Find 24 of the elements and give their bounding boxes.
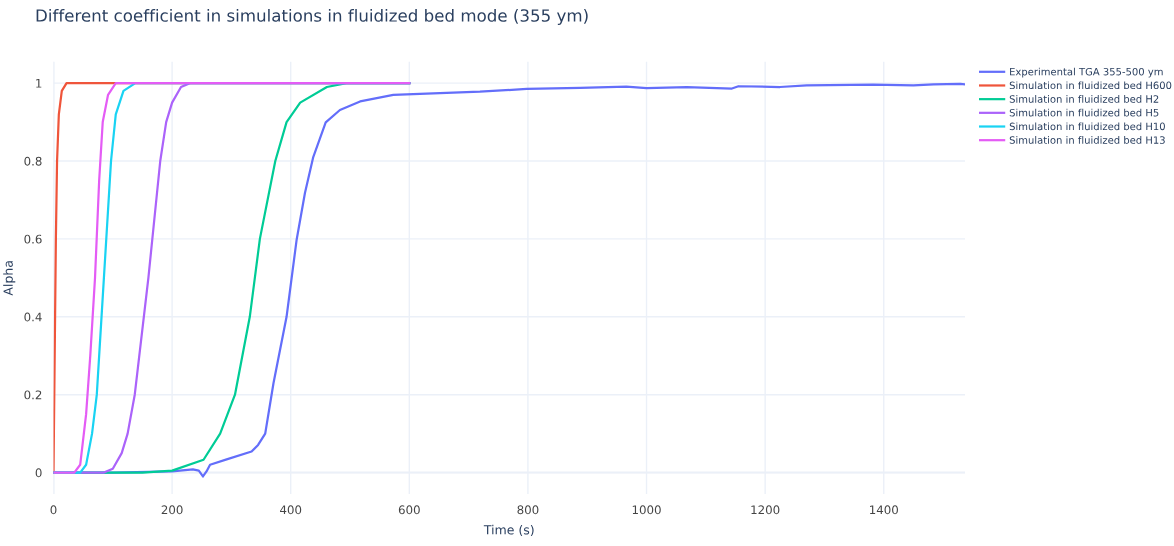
line-series [53, 82, 411, 474]
y-tick-label: 0.2 [24, 390, 42, 400]
legend-label: Simulation in fluidized bed H5 [1009, 108, 1159, 117]
legend-label: Simulation in fluidized bed H13 [1009, 136, 1165, 144]
y-tick-label: 0.8 [24, 156, 42, 166]
x-tick-label: 0 [50, 505, 57, 515]
y-tick-label: 1 [36, 79, 42, 88]
x-axis-title: Time (s) [483, 524, 534, 537]
y-tick-label: 0 [35, 468, 42, 478]
legend-label: Simulation in fluidized bed H600 [1009, 81, 1172, 90]
y-tick-label: 0.4 [24, 312, 42, 322]
x-tick-label: 1000 [632, 505, 661, 515]
x-tick-label: 400 [280, 505, 302, 515]
x-tick-label: 600 [398, 505, 420, 515]
x-tick-label: 1200 [751, 505, 780, 515]
y-axis-title: Alpha [3, 261, 16, 296]
y-tick-label: 0.6 [24, 234, 42, 244]
x-tick-label: 1400 [870, 505, 898, 515]
legend-label: Simulation in fluidized bed H2 [1009, 95, 1159, 103]
x-tick-label: 800 [517, 505, 539, 515]
chart-title: Different coefficient in simulations in fluidized bed mode (355 ym) [36, 8, 588, 26]
legend-label: Simulation in fluidized bed H10 [1009, 122, 1165, 131]
x-tick-label: 200 [161, 505, 183, 515]
legend-label: Experimental TGA 355-500 ym [1010, 67, 1163, 78]
